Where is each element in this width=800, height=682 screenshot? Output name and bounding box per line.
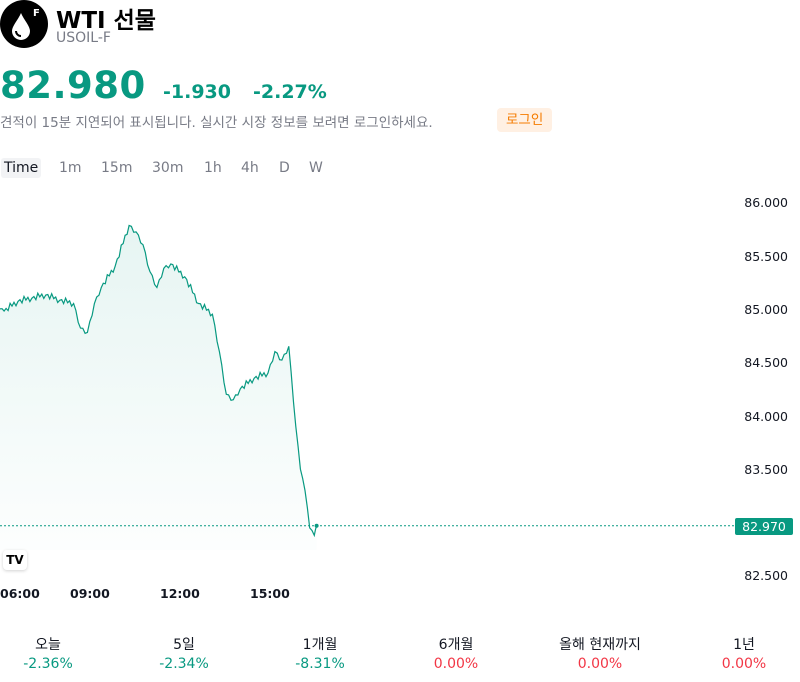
logo-badge: F — [33, 8, 40, 19]
interval-tab-4h[interactable]: 4h — [241, 160, 259, 176]
tradingview-logo-icon[interactable]: TV — [3, 550, 27, 570]
perf-label: 오늘 — [35, 637, 61, 653]
y-tick-83500: 83.500 — [744, 462, 788, 477]
y-tick-85000: 85.000 — [744, 302, 788, 317]
interval-tab-1h[interactable]: 1h — [204, 160, 222, 176]
last-price-tag: 82.970 — [735, 518, 793, 535]
interval-tab-30m[interactable]: 30m — [152, 160, 184, 176]
perf-label: 1개월 — [302, 637, 338, 653]
price-change: -1.930 — [163, 81, 231, 103]
delay-notice: 견적이 15분 지연되어 표시됩니다. 실시간 시장 정보를 보려면 로그인하세… — [0, 115, 433, 131]
interval-tab-1m[interactable]: 1m — [59, 160, 82, 176]
perf-label: 6개월 — [438, 637, 474, 653]
perf-value: -2.34% — [159, 656, 209, 672]
symbol-title: WTI 선물 — [56, 8, 156, 34]
symbol-logo: F — [0, 0, 48, 48]
interval-tab-w[interactable]: W — [309, 160, 323, 176]
price-chart[interactable] — [0, 185, 735, 550]
last-price-dot — [314, 523, 319, 528]
perf-label: 1년 — [733, 637, 755, 653]
login-button[interactable]: 로그인 — [497, 108, 553, 132]
perf-today[interactable]: 오늘 -2.36% — [0, 634, 113, 672]
perf-1m[interactable]: 1개월 -8.31% — [255, 634, 385, 672]
x-tick-0900: 09:00 — [70, 586, 110, 601]
perf-value: -8.31% — [295, 656, 345, 672]
oil-drop-icon: F — [12, 8, 40, 40]
x-tick-1500: 15:00 — [250, 586, 290, 601]
perf-value: 0.00% — [577, 656, 623, 672]
y-tick-85500: 85.500 — [744, 249, 788, 264]
perf-1y[interactable]: 1년 0.00% — [679, 634, 800, 672]
y-tick-84500: 84.500 — [744, 355, 788, 370]
last-price: 82.980 — [0, 64, 146, 107]
perf-ytd[interactable]: 올해 현재까지 0.00% — [535, 634, 665, 672]
perf-label: 올해 현재까지 — [559, 637, 641, 653]
perf-5d[interactable]: 5일 -2.34% — [119, 634, 249, 672]
x-tick-1200: 12:00 — [160, 586, 200, 601]
perf-6m[interactable]: 6개월 0.00% — [391, 634, 521, 672]
interval-tab-time[interactable]: Time — [1, 158, 42, 178]
perf-label: 5일 — [173, 637, 195, 653]
perf-value: 0.00% — [433, 656, 479, 672]
chart-price-line — [0, 224, 318, 538]
chart-area-fill — [0, 225, 317, 550]
interval-tab-15m[interactable]: 15m — [101, 160, 133, 176]
perf-value: 0.00% — [721, 656, 767, 672]
interval-tab-d[interactable]: D — [279, 160, 290, 176]
x-tick-0600: 06:00 — [0, 586, 40, 601]
y-tick-82500: 82.500 — [744, 568, 788, 583]
price-change-percent: -2.27% — [253, 81, 327, 103]
y-tick-86000: 86.000 — [744, 195, 788, 210]
perf-value: -2.36% — [23, 656, 73, 672]
symbol-ticker: USOIL-F — [56, 30, 111, 46]
y-tick-84000: 84.000 — [744, 409, 788, 424]
